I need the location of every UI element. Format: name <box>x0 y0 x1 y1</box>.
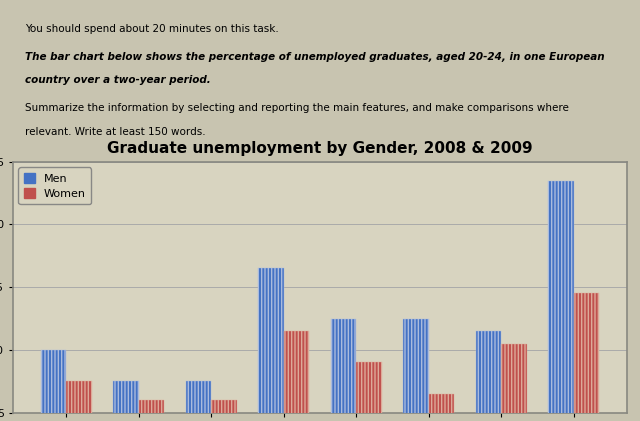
Bar <box>66 381 92 421</box>
Bar <box>211 400 237 421</box>
Bar <box>259 268 284 421</box>
Bar <box>548 181 574 421</box>
Text: You should spend about 20 minutes on this task.: You should spend about 20 minutes on thi… <box>25 24 279 34</box>
Bar <box>284 331 309 421</box>
Legend: Men, Women: Men, Women <box>19 167 92 205</box>
Bar <box>403 319 429 421</box>
Bar <box>356 362 381 421</box>
Bar <box>113 381 139 421</box>
Text: The bar chart below shows the percentage of unemployed graduates, aged 20-24, in: The bar chart below shows the percentage… <box>25 52 605 61</box>
Title: Graduate unemployment by Gender, 2008 & 2009: Graduate unemployment by Gender, 2008 & … <box>107 141 533 157</box>
Bar <box>429 394 454 421</box>
Bar <box>186 381 211 421</box>
Bar <box>41 350 66 421</box>
Bar <box>501 344 527 421</box>
Bar <box>139 400 164 421</box>
Text: relevant. Write at least 150 words.: relevant. Write at least 150 words. <box>25 127 205 137</box>
Text: Summarize the information by selecting and reporting the main features, and make: Summarize the information by selecting a… <box>25 103 569 113</box>
Text: country over a two-year period.: country over a two-year period. <box>25 75 211 85</box>
Bar <box>331 319 356 421</box>
Bar <box>476 331 501 421</box>
Bar <box>574 293 599 421</box>
